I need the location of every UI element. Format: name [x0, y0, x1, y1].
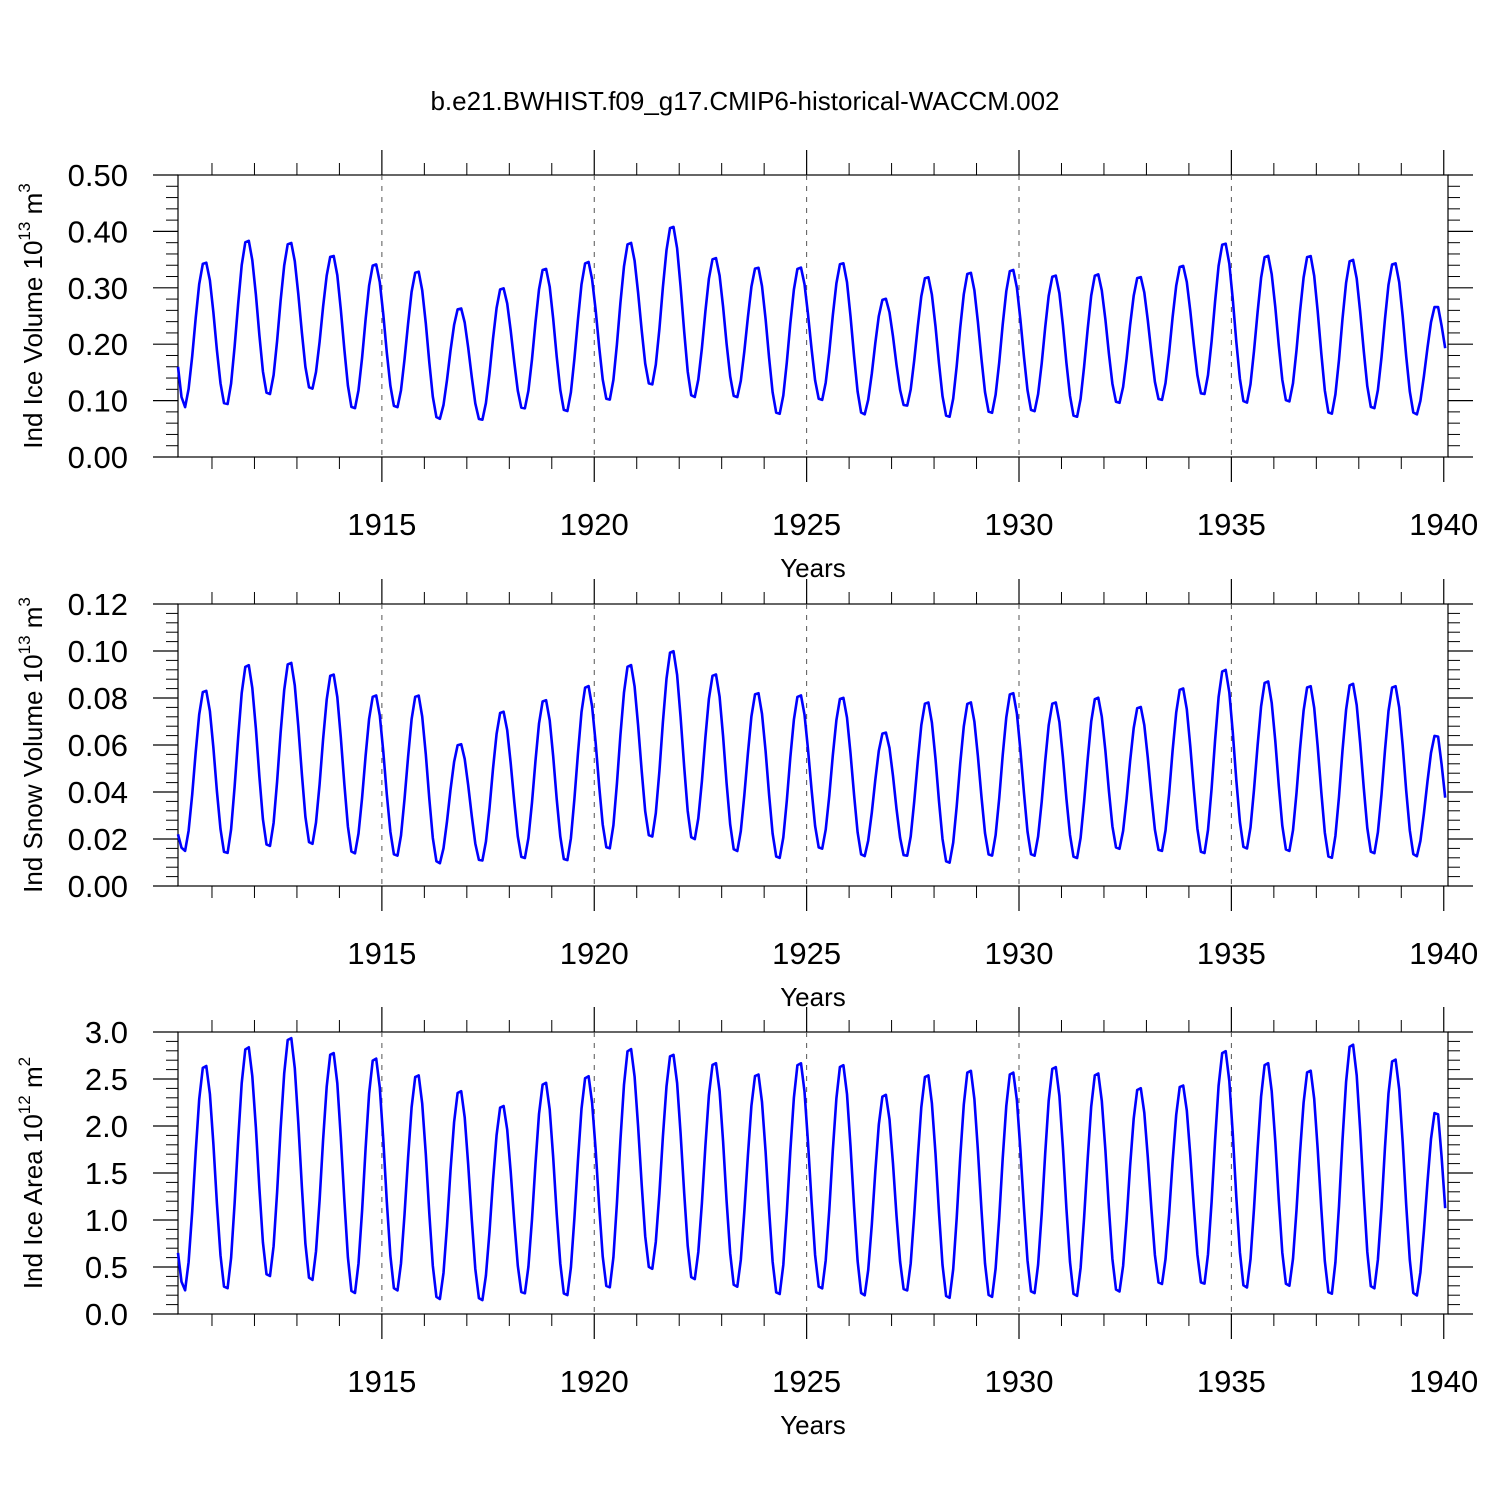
y-axis-title-exponent: 13 [15, 222, 34, 241]
y-tick-label: 0.04 [68, 775, 128, 810]
x-axis-title: Years [780, 982, 846, 1012]
y-tick-label: 2.5 [85, 1062, 128, 1097]
y-axis-title-unit-exponent: 3 [15, 597, 34, 606]
y-axis-title-exponent: 13 [15, 635, 34, 654]
x-tick-label: 1925 [772, 507, 841, 542]
x-tick-label: 1935 [1197, 1364, 1266, 1399]
y-tick-label: 0.30 [68, 271, 128, 306]
x-tick-label: 1930 [985, 507, 1054, 542]
series-line [176, 1036, 1447, 1302]
x-axis-title: Years [780, 553, 846, 583]
y-tick-label: 0.12 [68, 587, 128, 622]
x-tick-label: 1930 [985, 1364, 1054, 1399]
x-tick-label: 1940 [1409, 936, 1478, 971]
x-axis-title: Years [780, 1410, 846, 1440]
y-tick-label: 0.10 [68, 384, 128, 419]
y-tick-label: 0.02 [68, 822, 128, 857]
y-tick-label: 0.00 [68, 869, 128, 904]
y-axis-title: Ind Snow Volume 1013 m3 [15, 597, 48, 893]
y-tick-label: 0.5 [85, 1250, 128, 1285]
x-tick-label: 1925 [772, 936, 841, 971]
y-tick-label: 0.08 [68, 681, 128, 716]
plot-frame [177, 1031, 1449, 1315]
y-axis-title-main: Ind Snow Volume 10 [18, 654, 48, 893]
x-tick-label: 1920 [560, 507, 629, 542]
x-tick-label: 1935 [1197, 507, 1266, 542]
y-tick-label: 0.10 [68, 634, 128, 669]
series-line [176, 225, 1447, 421]
plot-frame [177, 174, 1449, 458]
y-axis-title-main: Ind Ice Volume 10 [18, 241, 48, 449]
x-tick-label: 1925 [772, 1364, 841, 1399]
y-axis-title-unit-exponent: 3 [15, 183, 34, 192]
y-axis-title: Ind Ice Area 1012 m2 [15, 1057, 48, 1289]
x-tick-label: 1915 [347, 507, 416, 542]
panel-1: 1915 1920 1925 1930 1935 1940 0.00 0.10 0.20 0.30… [15, 150, 1478, 583]
x-tick-label: 1940 [1409, 1364, 1478, 1399]
y-axis-title-exponent: 12 [15, 1095, 34, 1114]
x-tick-label: 1935 [1197, 936, 1266, 971]
x-tick-label: 1920 [560, 936, 629, 971]
y-tick-label: 3.0 [85, 1015, 128, 1050]
figure-title: b.e21.BWHIST.f09_g17.CMIP6-historical-WA… [430, 86, 1059, 116]
y-axis-title: Ind Ice Volume 1013 m3 [15, 183, 48, 448]
x-tick-label: 1915 [347, 936, 416, 971]
y-tick-label: 0.00 [68, 440, 128, 475]
y-axis-title-unit-exponent: 2 [15, 1057, 34, 1066]
y-tick-label: 1.0 [85, 1203, 128, 1238]
x-tick-label: 1920 [560, 1364, 629, 1399]
y-axis-title-unit: m [18, 193, 48, 222]
x-tick-label: 1915 [347, 1364, 416, 1399]
y-axis-title-main: Ind Ice Area 10 [18, 1114, 48, 1289]
y-tick-label: 0.50 [68, 158, 128, 193]
panel-2: 1915 1920 1925 1930 1935 1940 0.00 0.02 0.04 0.06… [15, 579, 1478, 1012]
y-tick-label: 0.0 [85, 1297, 128, 1332]
x-tick-label: 1930 [985, 936, 1054, 971]
y-tick-label: 0.40 [68, 214, 128, 249]
series-line [176, 649, 1447, 865]
y-tick-label: 2.0 [85, 1109, 128, 1144]
y-tick-label: 0.20 [68, 327, 128, 362]
y-tick-label: 1.5 [85, 1156, 128, 1191]
y-axis-title-unit: m [18, 607, 48, 636]
x-tick-label: 1940 [1409, 507, 1478, 542]
y-tick-label: 0.06 [68, 728, 128, 763]
y-axis-title-unit: m [18, 1066, 48, 1095]
panel-3: 1915 1920 1925 1930 1935 1940 0.0 0.5 1.0 1.5 2.0 2… [15, 1007, 1478, 1440]
